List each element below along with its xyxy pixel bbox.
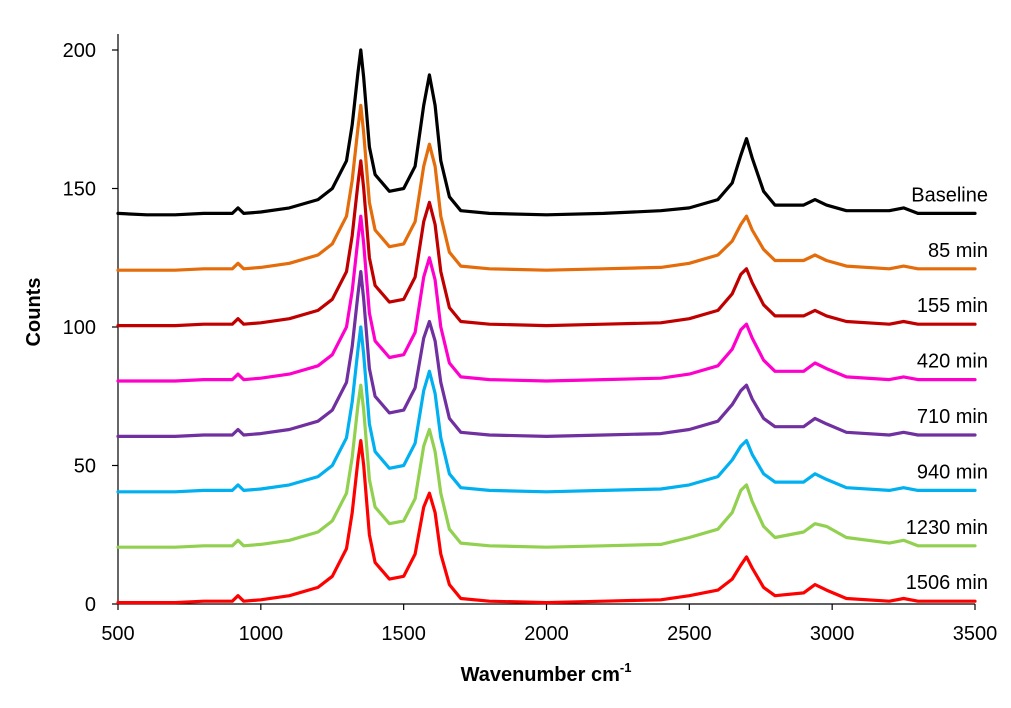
series-label-85-min: 85 min [928,240,988,262]
series-line-710-min [116,270,977,438]
axes [117,34,975,605]
series-label-420-min: 420 min [917,351,988,373]
series-label-710-min: 710 min [917,406,988,428]
y-tick-label: 200 [63,40,96,62]
x-axis-title: Wavenumber cm-1 [461,660,632,686]
y-tick-label: 150 [63,179,96,201]
x-tick-label: 3000 [810,623,855,645]
series-line-155-min [116,159,977,328]
series-label-1506-min: 1506 min [906,572,988,594]
y-axis-title: Counts [23,278,45,347]
y-ticks: 0 50 100 150 200 [63,40,118,616]
series-lines [116,48,977,605]
y-tick-label: 100 [63,317,96,339]
y-tick-label: 50 [74,456,96,478]
series-line-1506-min [116,439,977,605]
x-tick-label: 2500 [667,623,712,645]
series-label-baseline: Baseline [911,184,988,206]
x-tick-label: 1000 [239,623,284,645]
x-tick-label: 1500 [381,623,426,645]
series-line-420-min [116,214,977,383]
series-line-1230-min [116,383,977,549]
x-ticks: 500 1000 1500 2000 2500 3000 3500 [101,604,997,645]
x-axis-title-main: Wavenumber cm [461,664,620,686]
x-tick-label: 3500 [953,623,998,645]
series-label-940-min: 940 min [917,461,988,483]
series-labels: Baseline 85 min 155 min 420 min 710 min 940 m… [906,184,988,594]
series-line-940-min [116,325,977,494]
x-axis-title-superscript: -1 [620,660,632,675]
series-label-155-min: 155 min [917,295,988,317]
y-tick-label: 0 [85,594,96,616]
series-line-baseline [116,48,977,217]
series-line-85-min [116,103,977,272]
series-label-1230-min: 1230 min [906,517,988,539]
x-tick-label: 2000 [524,623,569,645]
x-tick-label: 500 [101,623,134,645]
